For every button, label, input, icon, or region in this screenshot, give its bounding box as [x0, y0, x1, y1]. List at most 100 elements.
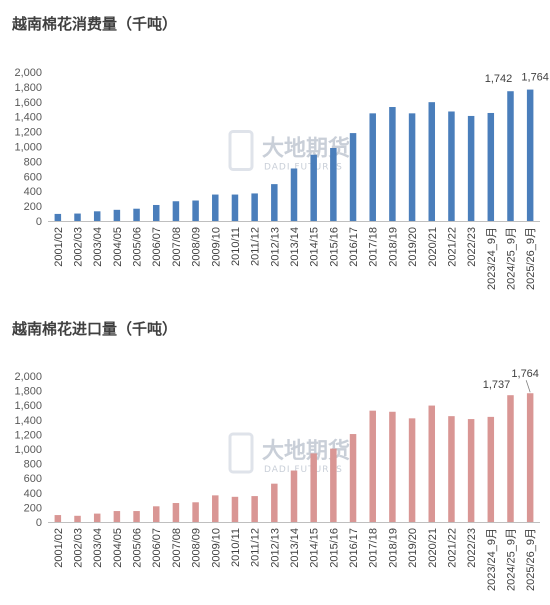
x-tick-label: 2008/09 — [191, 528, 203, 568]
x-tick-label: 2020/21 — [427, 227, 439, 267]
bar — [192, 200, 199, 221]
chart-title-consumption: 越南棉花消费量（千吨） — [12, 15, 178, 33]
data-label-leader — [525, 380, 531, 393]
x-tick-label: 2008/09 — [191, 227, 203, 267]
bar — [93, 211, 101, 221]
bar — [487, 416, 495, 522]
y-tick-label: 1,000 — [14, 142, 42, 154]
y-tick-label: 1,200 — [14, 127, 42, 139]
data-label: 1,737 — [483, 379, 511, 391]
x-tick-label: 2022/23 — [466, 528, 478, 568]
x-tick-label: 2012/13 — [269, 528, 281, 568]
x-tick-label: 2023/24_9月 — [486, 227, 498, 290]
bar — [507, 395, 514, 522]
bar — [54, 515, 62, 522]
y-tick-label: 0 — [36, 216, 42, 228]
x-tick-label: 2015/16 — [328, 227, 340, 267]
x-tick-label: 2002/03 — [73, 528, 85, 568]
watermark-sub: DADI FUTURES — [264, 465, 343, 475]
bar — [192, 502, 199, 522]
x-tick-label: 2018/19 — [387, 528, 399, 568]
x-tick-label: 2005/06 — [132, 528, 144, 568]
y-tick-label: 0 — [36, 517, 42, 529]
x-tick-label: 2009/10 — [210, 227, 222, 267]
y-tick-label: 1,400 — [14, 415, 42, 427]
y-tick-label: 200 — [24, 502, 42, 514]
x-tick-label: 2001/02 — [53, 227, 65, 267]
x-tick-label: 2007/08 — [171, 528, 183, 568]
x-tick-label: 2021/22 — [446, 528, 458, 568]
x-tick-label: 2014/15 — [309, 227, 321, 267]
y-tick-label: 1,800 — [14, 386, 42, 398]
y-tick-label: 800 — [24, 459, 42, 471]
x-tick-label: 2013/14 — [289, 528, 301, 568]
bar — [448, 416, 455, 522]
bar — [212, 495, 219, 522]
x-tick-label: 2005/06 — [132, 227, 144, 267]
bar — [152, 204, 160, 221]
bar — [172, 201, 180, 221]
y-tick-label: 1,600 — [14, 400, 42, 412]
x-tick-label: 2002/03 — [73, 227, 85, 267]
watermark-emblem — [228, 130, 254, 171]
bar — [133, 511, 140, 522]
x-tick-label: 2001/02 — [53, 528, 65, 568]
bar — [271, 184, 278, 221]
bar — [251, 496, 258, 522]
bar — [349, 434, 357, 522]
bar — [74, 213, 81, 221]
y-tick-label: 800 — [24, 156, 42, 168]
x-tick-label: 2015/16 — [328, 528, 340, 568]
data-label: 1,742 — [485, 73, 513, 85]
bar — [428, 102, 436, 221]
x-tick-label: 2007/08 — [171, 227, 183, 267]
bar — [526, 89, 534, 221]
y-tick-label: 400 — [24, 488, 42, 500]
bar — [330, 448, 337, 522]
x-tick-label: 2013/14 — [289, 227, 301, 267]
y-tick-label: 2,000 — [14, 67, 42, 79]
bar — [467, 419, 475, 522]
watermark-emblem — [228, 432, 254, 474]
x-tick-label: 2020/21 — [427, 528, 439, 568]
x-tick-label: 2025/26_9月 — [525, 528, 537, 591]
bar — [389, 107, 396, 221]
x-tick-label: 2004/05 — [112, 227, 124, 267]
x-tick-label: 2025/26_9月 — [525, 227, 537, 290]
bar — [408, 113, 416, 221]
x-tick-label: 2023/24_9月 — [486, 528, 498, 591]
bar — [330, 147, 337, 221]
chart-title-imports: 越南棉花进口量（千吨） — [12, 320, 178, 338]
x-tick-label: 2011/12 — [250, 528, 262, 567]
y-tick-label: 1,400 — [14, 112, 42, 124]
x-tick-label: 2019/20 — [407, 528, 419, 568]
bar — [369, 113, 376, 221]
bar — [369, 410, 376, 522]
watermark-sub: DADI FUTURES — [264, 163, 343, 173]
y-tick-label: 1,000 — [14, 444, 42, 456]
bar — [507, 91, 514, 221]
bar — [389, 411, 396, 522]
y-tick-label: 1,600 — [14, 97, 42, 109]
y-tick-label: 600 — [24, 171, 42, 183]
bar — [113, 511, 121, 522]
x-tick-label: 2003/04 — [92, 528, 104, 568]
bar — [54, 213, 62, 221]
x-tick-label: 2010/11 — [230, 528, 242, 567]
x-tick-label: 2009/10 — [210, 528, 222, 568]
bar — [310, 453, 317, 522]
bar — [428, 405, 436, 522]
y-tick-label: 400 — [24, 186, 42, 198]
x-tick-label: 2022/23 — [466, 227, 478, 267]
bar — [290, 470, 298, 522]
x-tick-label: 2014/15 — [309, 528, 321, 568]
x-tick-label: 2019/20 — [407, 227, 419, 267]
x-tick-label: 2006/07 — [151, 528, 163, 568]
bar — [271, 483, 278, 522]
x-tick-label: 2004/05 — [112, 528, 124, 568]
bar — [231, 194, 239, 221]
bar — [251, 193, 258, 221]
y-tick-label: 2,000 — [14, 371, 42, 383]
